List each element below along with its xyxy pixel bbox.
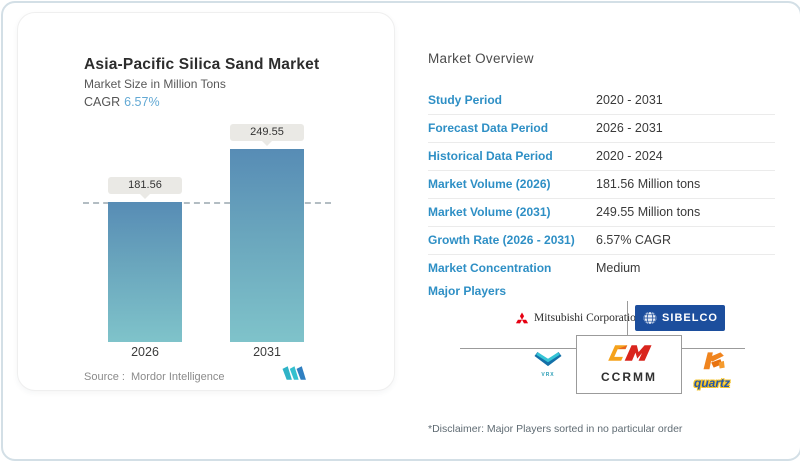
row-value: 2026 - 2031: [596, 121, 663, 135]
row-label: Market Concentration: [428, 261, 552, 275]
table-row: Study Period 2020 - 2031: [428, 87, 775, 115]
row-value: 6.57% CAGR: [596, 233, 672, 247]
overview-title: Market Overview: [428, 51, 534, 66]
table-row: Market Concentration Medium: [428, 255, 775, 282]
market-overview-panel: Market Overview Study Period 2020 - 2031 …: [428, 3, 788, 459]
logo-connector-line: [680, 348, 745, 349]
threshold-dashed-line: [83, 202, 331, 204]
cagr-line: CAGR 6.57%: [84, 95, 160, 109]
table-row: Market Volume (2026) 181.56 Million tons: [428, 171, 775, 199]
bar-2031: [230, 149, 304, 342]
row-label: Market Volume (2026): [428, 177, 551, 191]
ccrmm-name: CCRMM: [601, 370, 657, 384]
mitsubishi-diamonds-icon: [515, 311, 529, 323]
x-axis-label-2026: 2026: [131, 345, 159, 359]
sibelco-logo: SIBELCO: [635, 305, 725, 331]
row-label: Forecast Data Period: [428, 121, 549, 135]
logo-connector-line: [460, 348, 576, 349]
row-label: Growth Rate (2026 - 2031): [428, 233, 575, 247]
row-value: Medium: [596, 261, 641, 275]
sibelco-name: SIBELCO: [662, 312, 718, 324]
pill-pointer: [140, 194, 150, 199]
ccrmm-logo: CCRMM: [576, 335, 682, 394]
mordor-intelligence-logo-icon: [282, 366, 306, 380]
row-value: 249.55 Million tons: [596, 205, 701, 219]
overview-table: Study Period 2020 - 2031 Forecast Data Pe…: [428, 87, 775, 282]
row-label: Study Period: [428, 93, 503, 107]
quartz-mark-icon: [703, 352, 725, 370]
row-value: 181.56 Million tons: [596, 177, 701, 191]
table-row: Market Volume (2031) 249.55 Million tons: [428, 199, 775, 227]
chart-subtitle: Market Size in Million Tons: [84, 77, 226, 91]
vrx-silica-logo: VRX: [528, 351, 568, 378]
bar-value-label-2031: 249.55: [230, 124, 304, 146]
vrx-chevron-icon: [534, 352, 562, 367]
quartz-name: quartz: [694, 376, 730, 390]
market-chart-card: Asia-Pacific Silica Sand Market Market S…: [17, 12, 395, 391]
row-value: 2020 - 2024: [596, 149, 663, 163]
cagr-label: CAGR: [84, 95, 121, 109]
chart-title: Asia-Pacific Silica Sand Market: [84, 56, 320, 73]
cagr-value: 6.57%: [124, 95, 160, 109]
row-label: Historical Data Period: [428, 149, 553, 163]
mitsubishi-logo: Mitsubishi Corporation: [515, 306, 642, 330]
disclaimer-text: *Disclaimer: Major Players sorted in no …: [428, 423, 683, 435]
source-attribution: Source : Mordor Intelligence: [84, 371, 225, 383]
bar-2026: [108, 202, 182, 342]
table-row: Forecast Data Period 2026 - 2031: [428, 115, 775, 143]
logo-divider: [627, 301, 628, 335]
ccrmm-cm-icon: [608, 345, 652, 361]
major-players-logos: Mitsubishi Corporation SIBELCO: [460, 301, 773, 397]
table-row: Growth Rate (2026 - 2031) 6.57% CAGR: [428, 227, 775, 255]
x-axis-label-2031: 2031: [253, 345, 281, 359]
bar-value-label-2026: 181.56: [108, 177, 182, 199]
mitsubishi-name: Mitsubishi Corporation: [534, 312, 642, 324]
quartz-logo: quartz: [685, 349, 739, 390]
pill-pointer: [262, 141, 272, 146]
vrx-name: VRX: [541, 372, 555, 378]
source-label: Source :: [84, 371, 125, 383]
table-row: Historical Data Period 2020 - 2024: [428, 143, 775, 171]
row-label: Market Volume (2031): [428, 205, 551, 219]
row-value: 2020 - 2031: [596, 93, 663, 107]
sibelco-globe-icon: [643, 311, 657, 325]
source-value: Mordor Intelligence: [130, 371, 225, 383]
major-players-label: Major Players: [428, 284, 507, 298]
